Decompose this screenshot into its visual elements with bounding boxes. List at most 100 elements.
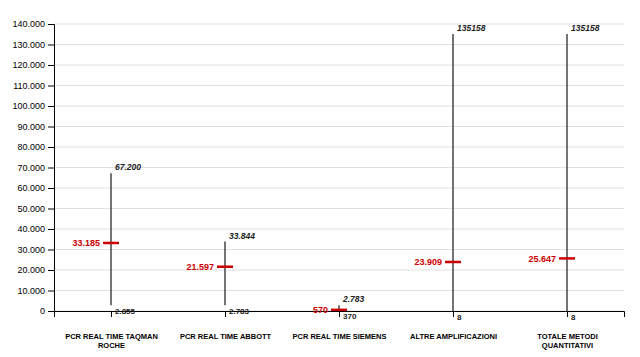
min-label: 8 (571, 313, 576, 322)
y-tick-mark (48, 106, 54, 107)
min-label: 8 (457, 313, 462, 322)
x-tick-mark (225, 311, 226, 317)
x-tick-mark (339, 311, 340, 317)
labels: 67.200 33.844 2.783 135158 135158 33.185 21.59… (72, 23, 599, 322)
x-tick-label: ALTRE AMPLIFICAZIONI (410, 332, 497, 341)
y-tick: 90.000 (17, 122, 54, 132)
y-tick: 60.000 (17, 183, 54, 193)
grid-line (54, 188, 624, 189)
grid-line (54, 229, 624, 230)
mean-label: 23.909 (414, 257, 442, 267)
y-tick-mark (48, 168, 54, 169)
mean-tick (559, 257, 575, 260)
x-tick-label-line: PCR REAL TIME ABBOTT (180, 332, 272, 341)
mean-tick (103, 242, 119, 245)
y-tick: 70.000 (17, 163, 54, 173)
grid-line (54, 85, 624, 86)
y-tick: 110.000 (13, 81, 54, 91)
x-tick-label: PCR REAL TIME SIEMENS (292, 332, 386, 341)
y-tick-mark (48, 127, 54, 128)
x-tick: PCR REAL TIME SIEMENS (292, 311, 386, 341)
y-tick-label: 60.000 (17, 183, 45, 193)
mean-label: 25.647 (528, 254, 556, 264)
min-label: 2.783 (229, 307, 250, 316)
y-tick: 30.000 (17, 245, 54, 255)
y-axis-line (48, 25, 55, 312)
x-tick-label: PCR REAL TIME TAQMANROCHE (65, 332, 158, 350)
max-label: 33.844 (229, 231, 255, 241)
y-tick-mark (48, 188, 54, 189)
x-tick-mark (111, 311, 112, 317)
y-tick-mark (48, 65, 54, 66)
range-line (566, 34, 568, 311)
y-tick-label: 120.000 (12, 60, 45, 70)
y-tick: 50.000 (17, 204, 54, 214)
y-tick-mark (48, 45, 54, 46)
x-tick: PCR REAL TIME TAQMANROCHE (65, 311, 158, 350)
y-tick-label: 10.000 (17, 286, 45, 296)
y-tick-label: 140.000 (12, 19, 45, 29)
y-tick: 140.000 (12, 19, 54, 29)
y-tick-label: 80.000 (17, 142, 45, 152)
x-tick-label: TOTALE METODIQUANTITATIVI (537, 332, 597, 350)
min-label: 2.855 (115, 307, 136, 316)
x-tick: TOTALE METODIQUANTITATIVI (537, 311, 597, 350)
x-tick: ALTRE AMPLIFICAZIONI (410, 311, 497, 341)
mean-label: 33.185 (72, 238, 100, 248)
y-tick: 100.000 (12, 101, 54, 111)
y-tick-mark (48, 24, 54, 25)
plot: 0 10.000 20.000 30.000 40.000 50.000 60.000 70.… (12, 19, 624, 350)
y-tick-mark (48, 250, 54, 251)
x-tick-label-line: ALTRE AMPLIFICAZIONI (410, 332, 497, 341)
y-tick-label: 130.000 (12, 40, 45, 50)
grid-line (54, 208, 624, 209)
x-tick-label-line: PCR REAL TIME SIEMENS (292, 332, 386, 341)
y-tick: 130.000 (12, 40, 54, 50)
x-axis-line (55, 312, 625, 318)
x-tick-label: PCR REAL TIME ABBOTT (180, 332, 272, 341)
x-tick-label-line: QUANTITATIVI (542, 341, 593, 350)
max-label: 135158 (571, 23, 600, 33)
chart: 0 10.000 20.000 30.000 40.000 50.000 60.000 70.… (0, 0, 640, 357)
y-tick: 40.000 (17, 224, 54, 234)
grid (54, 24, 624, 311)
grid-line (54, 65, 624, 66)
y-tick-label: 100.000 (12, 101, 45, 111)
y-tick-label: 30.000 (17, 245, 45, 255)
y-axis: 0 10.000 20.000 30.000 40.000 50.000 60.000 70.… (12, 19, 54, 316)
x-tick-label-line: ROCHE (98, 341, 125, 350)
range-line (452, 34, 454, 311)
y-tick: 0 (40, 306, 54, 316)
y-tick-label: 70.000 (17, 163, 45, 173)
y-tick-mark (48, 147, 54, 148)
min-label: 370 (343, 312, 357, 321)
grid-line (54, 126, 624, 127)
y-tick-mark (48, 209, 54, 210)
mean-label: 21.597 (186, 262, 214, 272)
y-tick-mark (48, 270, 54, 271)
y-tick-mark (48, 291, 54, 292)
mean-tick (445, 261, 461, 264)
marks (103, 34, 575, 311)
y-tick: 80.000 (17, 142, 54, 152)
max-label: 2.783 (342, 294, 365, 304)
range-line (224, 242, 226, 306)
grid-line (54, 106, 624, 107)
y-tick: 120.000 (12, 60, 54, 70)
y-tick: 20.000 (17, 265, 54, 275)
y-tick-label: 20.000 (17, 265, 45, 275)
grid-line (54, 270, 624, 271)
x-tick-mark (453, 311, 454, 317)
y-tick: 10.000 (17, 286, 54, 296)
max-label: 67.200 (115, 162, 141, 172)
mean-label: 570 (313, 305, 328, 315)
y-tick-label: 90.000 (17, 122, 45, 132)
y-tick-label: 40.000 (17, 224, 45, 234)
grid-line (54, 147, 624, 148)
grid-line (54, 290, 624, 291)
y-tick-mark (48, 229, 54, 230)
x-axis: PCR REAL TIME TAQMANROCHE PCR REAL TIME A… (55, 311, 625, 350)
range-line (110, 173, 112, 305)
x-tick: PCR REAL TIME ABBOTT (180, 311, 272, 341)
max-label: 135158 (457, 23, 486, 33)
